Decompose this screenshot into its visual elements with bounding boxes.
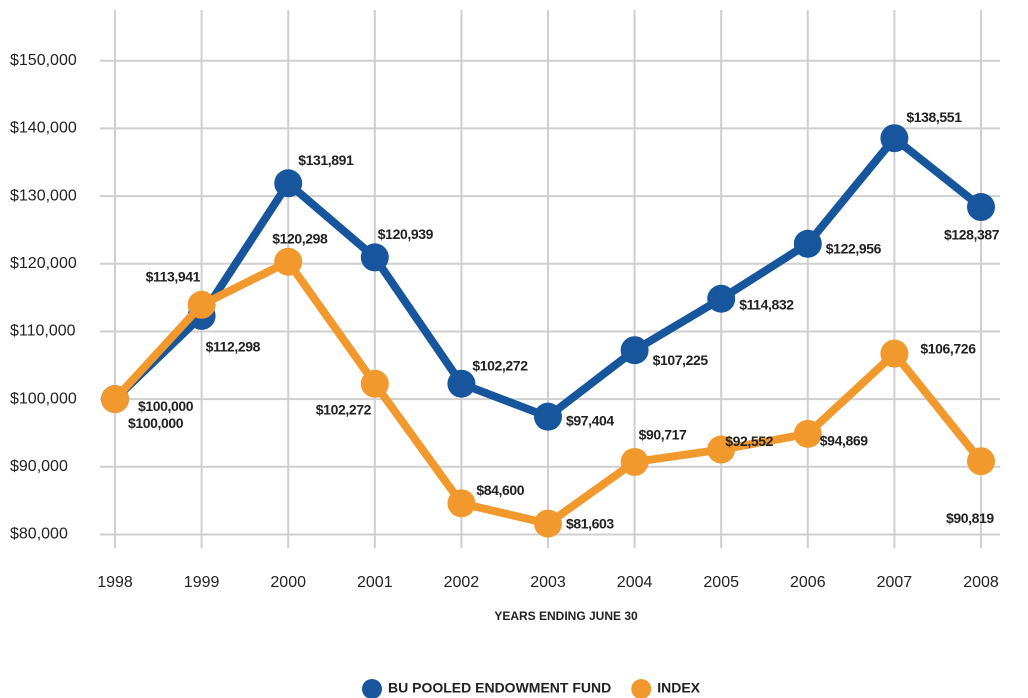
data-label: $122,956	[826, 240, 882, 256]
x-tick-label: 2008	[963, 574, 999, 591]
data-label: $90,819	[946, 510, 994, 526]
data-point	[447, 489, 476, 518]
x-tick-label: 2007	[877, 574, 913, 591]
x-tick-label: 2005	[703, 574, 739, 591]
data-label: $102,272	[316, 401, 372, 417]
data-label: $81,603	[566, 515, 614, 531]
data-point	[967, 447, 995, 476]
y-tick-label: $130,000	[10, 187, 77, 204]
x-tick-label: 2000	[270, 574, 306, 591]
x-tick-label: 1998	[97, 574, 133, 591]
data-label: $131,891	[298, 152, 354, 168]
data-point	[793, 419, 822, 448]
data-point	[447, 369, 476, 398]
data-point	[707, 435, 736, 464]
data-point	[620, 336, 649, 365]
data-label: $138,551	[906, 109, 962, 125]
data-label: $114,832	[739, 296, 794, 312]
data-label: $128,387	[944, 227, 1000, 243]
y-tick-label: $90,000	[10, 458, 68, 475]
legend-swatch	[362, 679, 382, 698]
data-label: $94,869	[820, 433, 868, 449]
data-point	[274, 247, 303, 276]
data-point	[360, 243, 389, 272]
data-label: $107,225	[653, 352, 709, 368]
y-tick-label: $110,000	[10, 323, 76, 340]
data-point	[707, 284, 736, 313]
y-tick-label: $140,000	[10, 120, 77, 137]
legend-label: INDEX	[657, 680, 700, 696]
data-point	[534, 509, 562, 538]
data-point	[187, 290, 216, 319]
data-point	[967, 193, 995, 222]
data-label: $100,000	[128, 415, 184, 431]
x-tick-label: 2003	[530, 574, 566, 591]
data-label: $102,272	[472, 357, 528, 373]
y-tick-label: $120,000	[10, 255, 77, 272]
x-axis-label: YEARS ENDING JUNE 30	[494, 609, 638, 623]
data-label: $100,000	[138, 398, 194, 414]
y-tick-label: $80,000	[10, 526, 68, 543]
data-label: $92,552	[725, 433, 773, 449]
x-tick-label: 2006	[790, 574, 826, 591]
y-tick-label: $100,000	[10, 390, 77, 407]
legend-label: BU POOLED ENDOWMENT FUND	[388, 680, 611, 696]
data-point	[620, 447, 649, 476]
data-point	[880, 124, 909, 153]
grid	[100, 10, 1000, 548]
data-point	[534, 402, 562, 431]
x-tick-label: 1999	[184, 574, 220, 591]
data-label: $120,298	[272, 230, 328, 246]
data-point	[793, 229, 822, 258]
x-tick-label: 2001	[357, 574, 393, 591]
y-tick-label: $150,000	[10, 52, 77, 69]
data-label: $120,939	[378, 226, 434, 242]
x-tick-label: 2004	[617, 574, 653, 591]
data-label: $113,941	[146, 268, 201, 284]
data-label: $106,726	[920, 340, 976, 356]
data-label: $112,298	[206, 339, 261, 355]
data-label: $84,600	[476, 482, 524, 498]
data-point	[101, 385, 129, 414]
data-point	[880, 339, 909, 368]
data-label: $90,717	[639, 427, 687, 443]
data-point	[274, 169, 303, 198]
data-label: $97,404	[566, 412, 614, 428]
x-tick-label: 2002	[444, 574, 480, 591]
data-point	[360, 369, 389, 398]
legend-swatch	[631, 679, 652, 698]
